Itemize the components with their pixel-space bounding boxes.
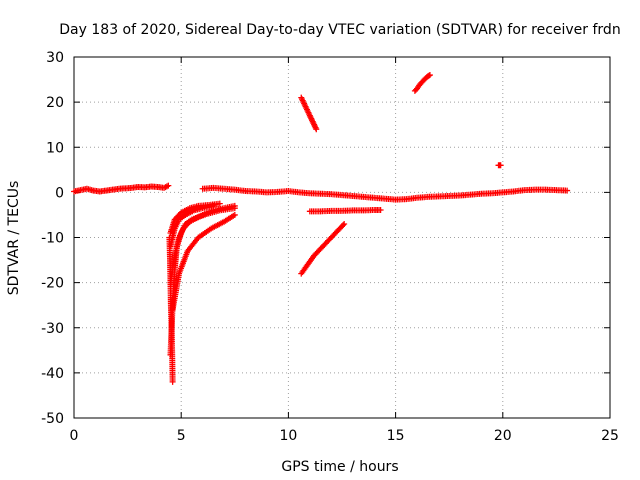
point-trace: [287, 188, 301, 196]
x-tick-label: 25: [601, 428, 619, 444]
series-recovery-arc-4: [167, 200, 223, 236]
point-trace: [298, 96, 306, 104]
point-trace: [176, 227, 186, 239]
point-trace: [130, 184, 140, 191]
data-point: [426, 72, 433, 79]
point-trace: [149, 183, 160, 190]
data-point: [341, 220, 348, 227]
point-trace: [312, 247, 323, 258]
point-trace: [318, 240, 329, 251]
point-trace: [305, 109, 313, 118]
point-trace: [196, 226, 213, 240]
y-tick-label: 20: [46, 95, 64, 111]
series-recovery-arc-5: [169, 211, 238, 313]
series-baseline-early: [71, 182, 172, 195]
point-trace: [176, 249, 190, 275]
series-recovery-arc-2: [167, 205, 238, 286]
chart-title: Day 183 of 2020, Sidereal Day-to-day VTE…: [59, 22, 620, 38]
series-upper-rise: [411, 72, 433, 94]
series-upper-drop: [298, 94, 320, 133]
data-point: [313, 126, 320, 133]
point-trace: [372, 206, 382, 213]
data-point: [216, 200, 223, 207]
point-trace: [309, 118, 317, 127]
point-trace: [167, 254, 178, 284]
point-trace: [209, 219, 226, 231]
point-trace: [218, 205, 236, 214]
series-recovery-arc-3: [167, 202, 217, 250]
point-trace: [85, 186, 95, 194]
series-lower-ramp: [298, 220, 348, 277]
data-point: [165, 182, 172, 189]
point-trace: [162, 183, 170, 191]
y-tick-label: -40: [41, 366, 64, 382]
point-trace: [299, 263, 310, 276]
data-point: [231, 205, 238, 212]
x-tick-label: 5: [177, 428, 186, 444]
point-trace: [184, 208, 196, 218]
point-trace: [325, 233, 336, 244]
point-trace: [169, 272, 182, 311]
data-point: [169, 378, 176, 385]
x-axis-label: GPS time / hours: [281, 459, 398, 475]
point-trace: [181, 220, 192, 231]
point-trace: [331, 226, 342, 237]
point-trace: [98, 187, 108, 195]
data-point: [377, 206, 384, 213]
point-trace: [124, 184, 134, 192]
point-trace: [337, 222, 347, 231]
point-trace: [177, 213, 187, 222]
y-tick-label: -50: [41, 411, 64, 427]
point-trace: [156, 184, 166, 191]
point-trace: [172, 218, 182, 230]
point-trace: [301, 100, 308, 109]
series-isolated: [495, 162, 504, 169]
point-trace: [233, 186, 247, 194]
point-trace: [79, 186, 89, 193]
point-trace: [425, 72, 432, 79]
point-trace: [188, 215, 200, 224]
point-trace: [303, 105, 310, 113]
data-point: [231, 211, 238, 218]
point-trace: [173, 211, 183, 222]
point-trace: [512, 187, 526, 195]
point-trace: [405, 195, 419, 202]
y-tick-label: 0: [55, 185, 64, 201]
point-trace: [311, 123, 319, 131]
point-trace: [72, 187, 82, 195]
axis-ticks: 0 5 10 15 20 25 -50 -40 -30 -20 -10 0 10 20 30: [41, 50, 619, 444]
x-tick-label: 15: [387, 428, 405, 444]
data-point: [497, 162, 504, 169]
y-tick-label: -30: [41, 321, 64, 337]
series-baseline-late: [199, 184, 571, 203]
point-trace: [169, 353, 176, 383]
point-trace: [143, 183, 153, 191]
x-tick-label: 20: [494, 428, 512, 444]
x-tick-label: 10: [279, 428, 297, 444]
point-trace: [179, 206, 192, 215]
point-trace: [104, 186, 114, 194]
point-trace: [185, 236, 201, 253]
x-tick-label: 0: [70, 428, 79, 444]
point-trace: [136, 184, 147, 191]
series-plateau: [306, 206, 384, 215]
data-point: [564, 187, 571, 194]
point-trace: [117, 185, 127, 192]
point-trace: [91, 187, 102, 195]
y-tick-label: -20: [41, 276, 64, 292]
data-points: [71, 72, 571, 385]
y-tick-label: 30: [46, 50, 64, 66]
grid-lines: [74, 57, 610, 418]
y-tick-label: 10: [46, 140, 64, 156]
y-axis-label: SDTVAR / TECUs: [6, 181, 22, 296]
point-trace: [307, 114, 315, 122]
point-trace: [111, 185, 121, 193]
point-trace: [305, 254, 317, 267]
point-trace: [222, 212, 237, 224]
y-tick-label: -10: [41, 231, 64, 247]
